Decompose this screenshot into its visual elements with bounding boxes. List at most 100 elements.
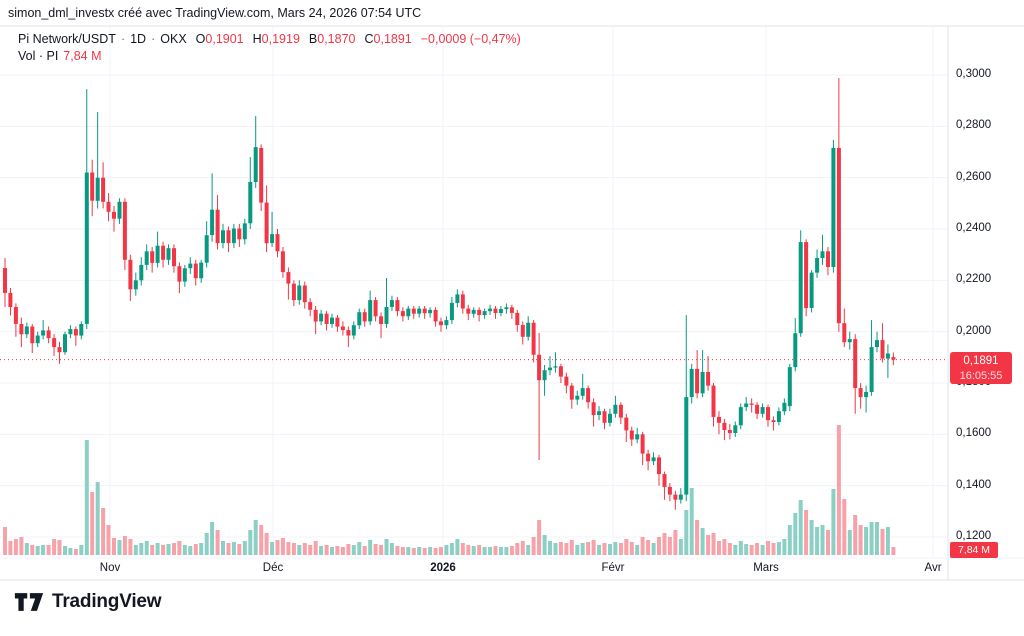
candle-body [831, 147, 836, 267]
volume-bar [150, 545, 155, 555]
volume-bar [237, 544, 242, 555]
candle-body [869, 347, 874, 392]
volume-bar [13, 539, 18, 555]
candle-body [815, 258, 820, 273]
candle-body [324, 313, 329, 324]
candle-body [204, 235, 209, 263]
high-value: H0,1919 [252, 32, 300, 46]
volume-bar [411, 548, 416, 555]
candle-body [308, 302, 313, 310]
volume-bar [362, 546, 367, 555]
candle-body [526, 322, 531, 337]
candle-body [428, 309, 433, 314]
current-price-label: 0,1891 16:05:55 [950, 352, 1012, 384]
volume-bar [280, 538, 285, 555]
candle-body [13, 307, 18, 324]
candle-body [842, 323, 847, 343]
candle-body [755, 404, 760, 414]
volume-bar [558, 542, 563, 555]
volume-bar [569, 540, 574, 555]
symbol-name[interactable]: Pi Network/USDT [18, 32, 116, 46]
volume-bar [351, 545, 356, 555]
tradingview-footer[interactable]: TradingView [14, 591, 162, 613]
candle-body [90, 172, 95, 201]
candle-body [286, 272, 291, 284]
volume-bar [340, 547, 345, 555]
volume-bar [684, 510, 689, 555]
volume-bar [885, 527, 890, 555]
volume-bar [755, 543, 760, 555]
candle-body [488, 308, 493, 312]
candle-body [291, 283, 296, 301]
volume-bar [395, 546, 400, 555]
candle-body [57, 347, 62, 353]
candle-body [891, 357, 896, 360]
candle-body [864, 392, 869, 398]
candle-body [24, 326, 29, 335]
volume-value: 7,84 M [63, 49, 102, 63]
volume-bar [836, 425, 841, 555]
volume-bar [144, 541, 149, 555]
candle-body [133, 280, 138, 290]
volume-bar [787, 525, 792, 555]
candle-body [373, 300, 378, 317]
volume-bar [891, 547, 896, 555]
candle-body [8, 292, 13, 307]
volume-bar [199, 543, 204, 555]
volume-bar [259, 525, 264, 555]
time-axis[interactable]: Nov Déc 2026 Févr Mars Avr [0, 558, 948, 580]
candle-body [657, 457, 661, 475]
volume-bar [57, 540, 62, 555]
candle-body [509, 307, 514, 313]
volume-bar [406, 547, 411, 555]
candle-body [858, 388, 863, 398]
candle-body [150, 251, 155, 263]
candle-body [128, 259, 133, 290]
volume-bar [8, 541, 13, 555]
volume-bar [166, 544, 171, 555]
candle-body [597, 411, 602, 415]
candle-body [471, 309, 476, 314]
volume-bar [580, 543, 585, 555]
volume-bar [471, 546, 476, 555]
candle-body [237, 228, 242, 240]
volume-bar [798, 500, 803, 555]
volume-bar [782, 539, 787, 555]
volume-layer [3, 425, 896, 555]
volume-bar [515, 543, 520, 555]
price-tick-label: 0,1400 [956, 478, 992, 491]
volume-bar [335, 546, 340, 555]
candle-body [853, 339, 858, 389]
candle-body [79, 324, 84, 336]
candle-body [580, 388, 585, 396]
interval-label[interactable]: 1D [130, 32, 147, 46]
volume-bar [428, 547, 433, 555]
volume-bar [188, 546, 193, 555]
volume-bar [678, 539, 683, 555]
volume-bar [564, 543, 569, 555]
volume-bar [46, 545, 51, 555]
volume-bar [177, 541, 182, 555]
candle-body [242, 223, 247, 240]
candle-body [477, 309, 482, 315]
volume-bar [815, 527, 820, 555]
volume-bar [608, 544, 612, 555]
volume-bar [52, 539, 57, 555]
change-value: −0,0009 (−0,47%) [420, 32, 521, 46]
candle-body [444, 320, 449, 326]
volume-bar [526, 545, 531, 555]
volume-bar [744, 544, 749, 555]
price-axis[interactable]: 0,3000 0,2800 0,2600 0,2400 0,2200 0,2000 0,18… [948, 26, 1024, 580]
volume-bar [460, 543, 465, 555]
candle-body [406, 308, 411, 317]
volume-bar [542, 535, 547, 555]
candle-body [771, 420, 776, 422]
volume-bar [498, 547, 503, 555]
candle-body [226, 230, 231, 244]
volume-bar [689, 488, 694, 555]
volume-bar [482, 547, 487, 555]
price-tick-label: 0,1200 [956, 530, 992, 542]
candle-body [161, 245, 166, 260]
volume-bar [727, 543, 732, 555]
